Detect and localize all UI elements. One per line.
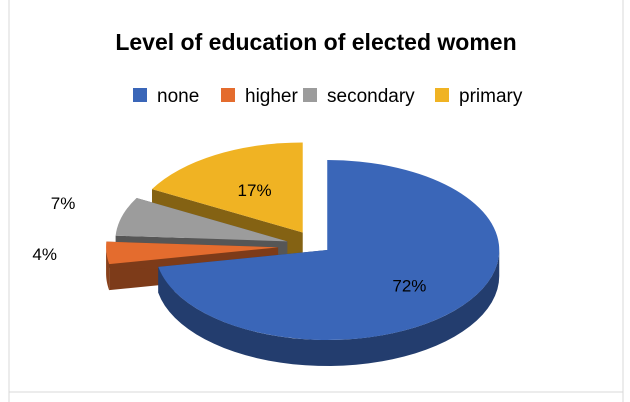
slice-rim-higher <box>106 247 110 291</box>
data-label-none: 72% <box>392 277 426 296</box>
slice-top-secondary <box>115 197 288 242</box>
slice-top-higher <box>106 241 279 265</box>
slice-top-none <box>158 160 500 341</box>
data-label-secondary: 7% <box>51 194 76 213</box>
legend-swatch-none <box>133 88 147 102</box>
data-label-primary: 17% <box>238 181 272 200</box>
chart-title: Level of education of elected women <box>115 29 516 55</box>
legend-entry-secondary: secondary <box>327 86 415 107</box>
data-labels: 72% 4% 7% 17% <box>32 181 426 296</box>
legend-swatch-primary <box>435 88 449 102</box>
legend-swatch-higher <box>221 88 235 102</box>
legend-swatch-secondary <box>303 88 317 102</box>
slice-top-primary <box>152 142 303 233</box>
pie-slices <box>106 142 500 366</box>
legend-entry-primary: primary <box>459 86 523 107</box>
data-label-higher: 4% <box>32 245 57 264</box>
legend-entry-higher: higher <box>245 86 298 107</box>
legend: none higher secondary primary <box>133 86 523 107</box>
legend-entry-none: none <box>157 86 199 107</box>
slice-rim-none <box>158 250 500 366</box>
pie-slice-none <box>158 160 500 366</box>
